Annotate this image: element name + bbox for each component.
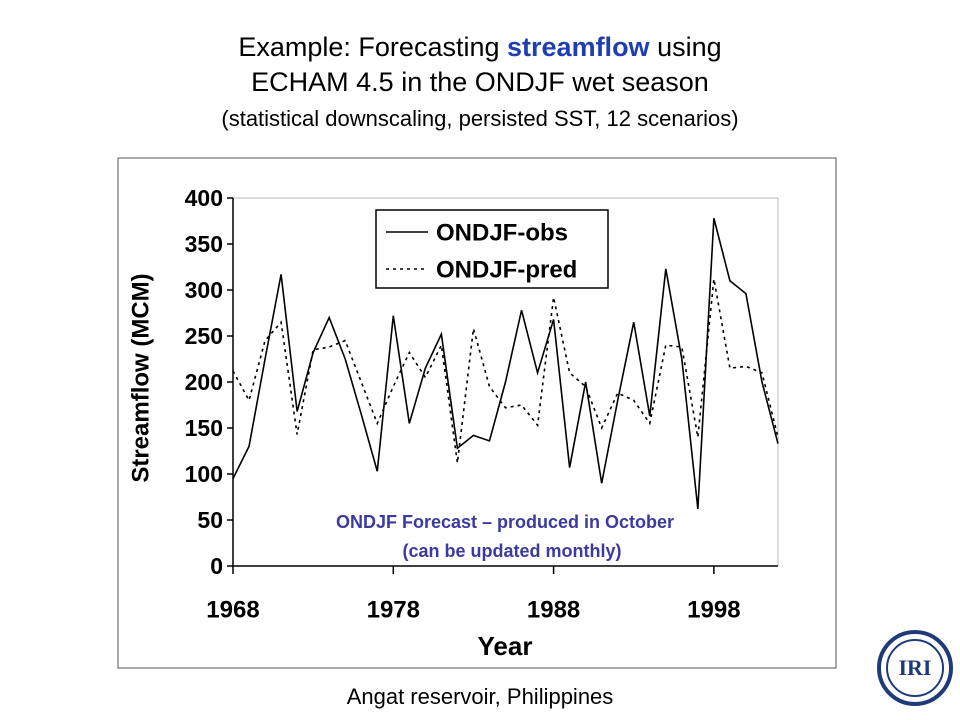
title-line: Example: Forecasting streamflow using bbox=[0, 32, 960, 63]
y-tick-label: 350 bbox=[185, 231, 223, 257]
y-tick-label: 0 bbox=[210, 553, 223, 579]
legend-label: ONDJF-pred bbox=[436, 256, 577, 283]
y-tick-label: 200 bbox=[185, 369, 223, 395]
annotation: (can be updated monthly) bbox=[402, 541, 621, 561]
y-axis-label: Streamflow (MCM) bbox=[127, 273, 154, 482]
logo: IRI bbox=[877, 630, 953, 706]
y-tick-label: 400 bbox=[185, 185, 223, 211]
x-tick-label: 1978 bbox=[367, 596, 420, 623]
x-tick-label: 1988 bbox=[527, 596, 580, 623]
chart: Streamflow (MCM) Year ONDJF Forecast – p… bbox=[117, 157, 837, 669]
annotation: ONDJF Forecast – produced in October bbox=[336, 512, 674, 532]
logo-text: IRI bbox=[898, 655, 931, 680]
y-tick-label: 250 bbox=[185, 323, 223, 349]
y-tick-label: 100 bbox=[185, 461, 223, 487]
legend-box bbox=[375, 209, 609, 289]
x-tick-label: 1998 bbox=[687, 596, 740, 623]
y-tick-label: 50 bbox=[197, 507, 223, 533]
title-highlight: streamflow bbox=[507, 32, 650, 62]
legend-label: ONDJF-obs bbox=[436, 219, 568, 246]
title-line: ECHAM 4.5 in the ONDJF wet season bbox=[251, 67, 709, 97]
subtitle: (statistical downscaling, persisted SST,… bbox=[221, 106, 739, 131]
y-tick-label: 150 bbox=[185, 415, 223, 441]
title-text: using bbox=[657, 32, 722, 62]
series-line bbox=[232, 218, 779, 510]
x-tick-label: 1968 bbox=[206, 596, 259, 623]
y-tick-label: 300 bbox=[185, 277, 223, 303]
series-line bbox=[232, 278, 779, 464]
x-axis-label: Year bbox=[478, 631, 533, 661]
caption: Angat reservoir, Philippines bbox=[346, 684, 614, 709]
title-text: Example: Forecasting bbox=[238, 32, 500, 62]
